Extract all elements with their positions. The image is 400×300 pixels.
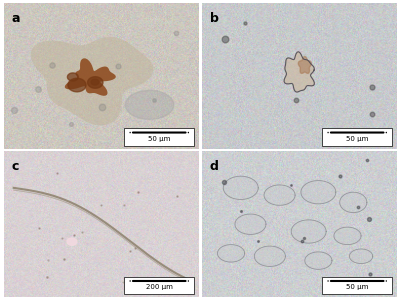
Polygon shape bbox=[340, 192, 367, 213]
Text: a: a bbox=[12, 12, 20, 25]
Polygon shape bbox=[254, 246, 285, 266]
Polygon shape bbox=[298, 56, 311, 74]
Polygon shape bbox=[218, 244, 245, 262]
Polygon shape bbox=[334, 227, 361, 244]
FancyBboxPatch shape bbox=[124, 128, 194, 146]
Circle shape bbox=[67, 238, 77, 245]
Polygon shape bbox=[235, 214, 266, 234]
Polygon shape bbox=[31, 37, 154, 125]
FancyBboxPatch shape bbox=[124, 277, 194, 294]
Polygon shape bbox=[67, 73, 78, 81]
FancyBboxPatch shape bbox=[322, 128, 392, 146]
Polygon shape bbox=[305, 252, 332, 269]
Polygon shape bbox=[284, 52, 314, 92]
Polygon shape bbox=[291, 220, 326, 243]
FancyBboxPatch shape bbox=[322, 277, 392, 294]
Text: d: d bbox=[210, 160, 218, 173]
Ellipse shape bbox=[125, 90, 174, 119]
Text: 50 μm: 50 μm bbox=[148, 136, 170, 142]
Polygon shape bbox=[301, 181, 336, 204]
Polygon shape bbox=[264, 185, 295, 205]
Polygon shape bbox=[350, 249, 373, 263]
Text: 200 μm: 200 μm bbox=[146, 284, 173, 290]
Text: c: c bbox=[12, 160, 19, 173]
Text: 50 μm: 50 μm bbox=[346, 136, 368, 142]
Text: b: b bbox=[210, 12, 218, 25]
Text: 50 μm: 50 μm bbox=[346, 284, 368, 290]
Polygon shape bbox=[91, 79, 99, 85]
Polygon shape bbox=[88, 77, 103, 88]
Polygon shape bbox=[65, 58, 116, 96]
Polygon shape bbox=[223, 176, 258, 200]
Polygon shape bbox=[68, 78, 86, 92]
